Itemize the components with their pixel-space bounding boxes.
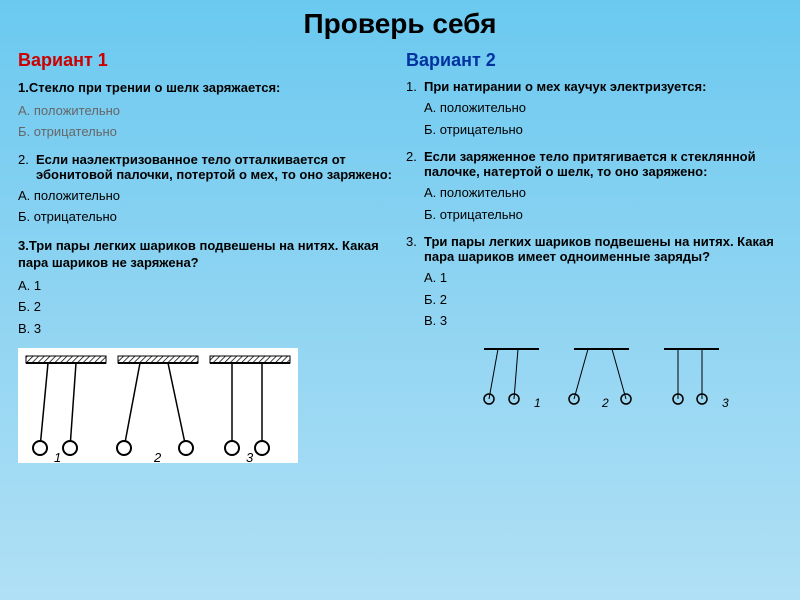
v1-diagram: 1 2 3	[18, 348, 394, 463]
v1-q2-num: 2.	[18, 152, 36, 182]
v1-q3-opt-c: В. 3	[18, 319, 394, 339]
v2-q2-opt-b: Б. отрицательно	[424, 205, 782, 225]
v2-q2: 2. Если заряженное тело притягивается к …	[406, 149, 782, 224]
col-variant-1: Вариант 1 1.Стекло при трении о шелк зар…	[12, 50, 400, 463]
v2-diagram: 1 2 3	[454, 341, 782, 421]
v1-q1-opt-b: Б. отрицательно	[18, 122, 394, 142]
v1-q3-text: 3.Три пары легких шариков подвешены на н…	[18, 237, 394, 272]
v2-q2-text: Если заряженное тело притягивается к сте…	[424, 149, 782, 179]
v2-q2-num: 2.	[406, 149, 424, 179]
v1-q2: 2. Если наэлектризованное тело отталкива…	[18, 152, 394, 227]
v2-q1-text: При натирании о мех каучук электризуется…	[424, 79, 782, 94]
v2-q3-opt-a: А. 1	[424, 268, 782, 288]
v1-q1: 1.Стекло при трении о шелк заряжается: А…	[18, 79, 394, 142]
v1-q3-opt-b: Б. 2	[18, 297, 394, 317]
v1-q2-opt-a: А. положительно	[18, 186, 394, 206]
variant2-heading: Вариант 2	[406, 50, 782, 71]
v1-q2-opt-b: Б. отрицательно	[18, 207, 394, 227]
v1-q3: 3.Три пары легких шариков подвешены на н…	[18, 237, 394, 339]
svg-text:1: 1	[54, 450, 61, 463]
v2-q3-num: 3.	[406, 234, 424, 264]
v2-q3-opt-b: Б. 2	[424, 290, 782, 310]
v2-q1-num: 1.	[406, 79, 424, 94]
v2-q2-opt-a: А. положительно	[424, 183, 782, 203]
v2-q1-opt-a: А. положительно	[424, 98, 782, 118]
v1-q3-opt-a: А. 1	[18, 276, 394, 296]
v2-q3: 3. Три пары легких шариков подвешены на …	[406, 234, 782, 331]
v2-q3-text: Три пары легких шариков подвешены на нит…	[424, 234, 782, 264]
v1-q1-opt-a: А. положительно	[18, 101, 394, 121]
columns: Вариант 1 1.Стекло при трении о шелк зар…	[0, 40, 800, 463]
v2-q1: 1. При натирании о мех каучук электризуе…	[406, 79, 782, 139]
svg-text:2: 2	[153, 450, 162, 463]
variant1-heading: Вариант 1	[18, 50, 394, 71]
svg-text:3: 3	[722, 396, 729, 410]
pendulum-diagram-1: 1 2 3	[18, 348, 298, 463]
svg-text:3: 3	[246, 450, 254, 463]
v2-q1-opt-b: Б. отрицательно	[424, 120, 782, 140]
svg-text:1: 1	[534, 396, 541, 410]
pendulum-diagram-2: 1 2 3	[454, 341, 754, 421]
v2-q3-opt-c: В. 3	[424, 311, 782, 331]
v1-q2-text: Если наэлектризованное тело отталкиваетс…	[36, 152, 394, 182]
page-title: Проверь себя	[0, 0, 800, 40]
v1-q1-text: 1.Стекло при трении о шелк заряжается:	[18, 79, 394, 97]
col-variant-2: Вариант 2 1. При натирании о мех каучук …	[400, 50, 788, 463]
svg-text:2: 2	[601, 396, 609, 410]
